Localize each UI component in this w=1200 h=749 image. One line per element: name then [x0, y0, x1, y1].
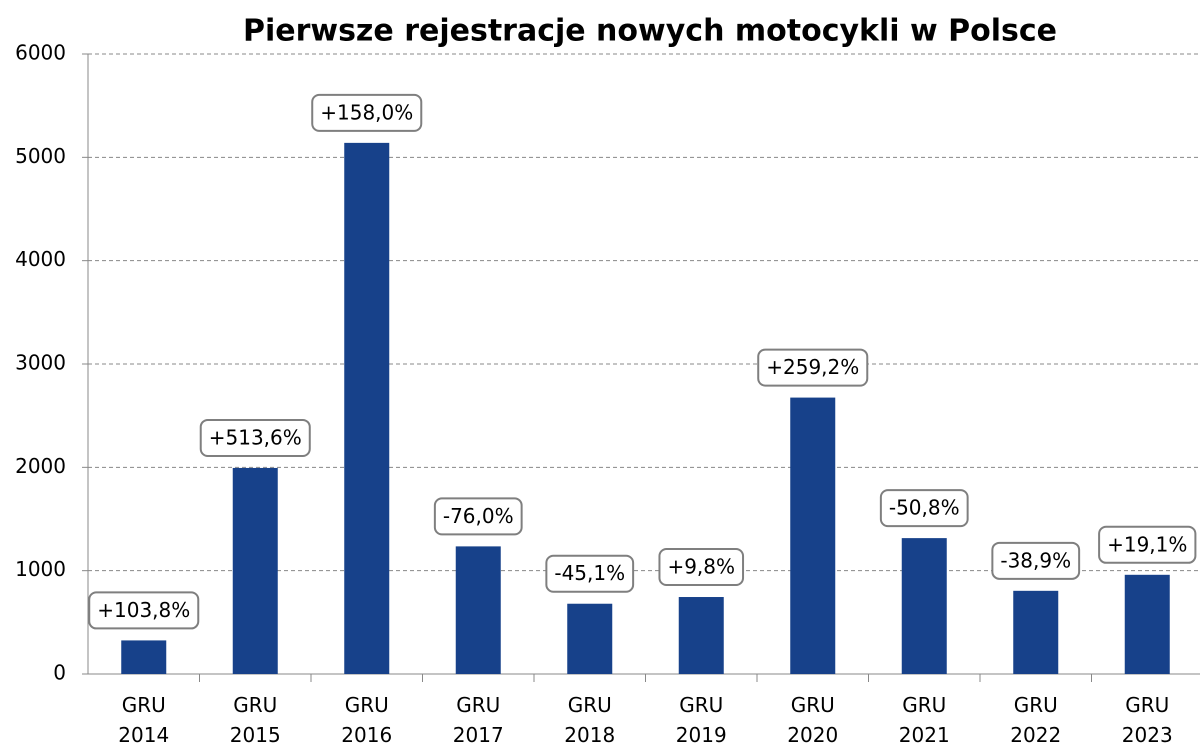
bar — [567, 603, 613, 674]
annotation: -50,8% — [889, 496, 960, 520]
annotation-box — [433, 497, 523, 536]
annotation: -38,9% — [1000, 548, 1071, 572]
annotation: +9,8% — [667, 555, 735, 579]
x-tick-label: GRU 2020 — [787, 693, 839, 747]
annotation: +19,1% — [1107, 532, 1187, 556]
annotation-box — [879, 489, 969, 528]
bar — [678, 597, 724, 674]
annotation: +513,6% — [209, 425, 302, 449]
bar — [344, 142, 390, 674]
annotation-box — [658, 548, 745, 587]
annotation-box — [1098, 525, 1197, 564]
y-tick-label: 4000 — [15, 247, 66, 271]
y-tick-label: 0 — [53, 661, 66, 685]
annotation-box — [991, 541, 1081, 580]
bar — [901, 538, 947, 674]
x-tick-label: GRU 2022 — [1010, 693, 1062, 747]
bar — [121, 640, 167, 674]
bar — [1013, 590, 1059, 674]
annotation-box — [88, 591, 200, 630]
x-tick-label: GRU 2014 — [118, 693, 170, 747]
annotation: -76,0% — [443, 504, 514, 528]
annotation-box — [311, 93, 423, 132]
annotation: +259,2% — [766, 355, 859, 379]
bar — [790, 397, 836, 674]
annotation-box — [757, 348, 869, 387]
y-tick-label: 6000 — [15, 41, 66, 65]
chart-title: Pierwsze rejestracje nowych motocykli w … — [243, 14, 1057, 49]
bar — [232, 467, 278, 674]
x-tick-label: GRU 2023 — [1121, 693, 1173, 747]
y-tick-label: 2000 — [15, 454, 66, 478]
y-tick-label: 3000 — [15, 351, 66, 375]
x-tick-label: GRU 2019 — [675, 693, 727, 747]
annotation: -45,1% — [554, 561, 625, 585]
y-tick-label: 1000 — [15, 557, 66, 581]
x-tick-label: GRU 2017 — [452, 693, 504, 747]
y-tick-label: 5000 — [15, 144, 66, 168]
bar — [455, 546, 501, 674]
bar — [1124, 574, 1170, 674]
x-tick-label: GRU 2016 — [341, 693, 393, 747]
annotation-box — [545, 554, 635, 593]
x-tick-label: GRU 2018 — [564, 693, 616, 747]
x-tick-label: GRU 2015 — [229, 693, 281, 747]
annotation: +158,0% — [320, 100, 413, 124]
x-tick-label: GRU 2021 — [898, 693, 950, 747]
annotation: +103,8% — [97, 598, 190, 622]
annotation-box — [199, 418, 311, 457]
